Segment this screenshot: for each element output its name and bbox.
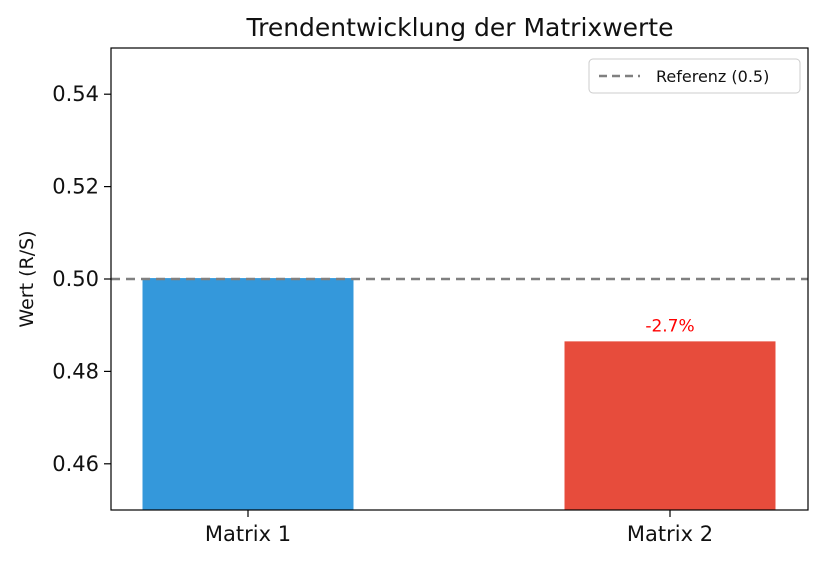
bar-matrix-1 bbox=[142, 278, 354, 510]
legend-reference-label: Referenz (0.5) bbox=[656, 67, 769, 86]
data-label: -2.7% bbox=[645, 316, 694, 336]
y-tick-label: 0.46 bbox=[52, 452, 99, 476]
bar-matrix-2 bbox=[564, 341, 776, 510]
y-tick-label: 0.52 bbox=[52, 175, 99, 199]
x-tick-label: Matrix 1 bbox=[205, 522, 291, 546]
y-tick-label: 0.54 bbox=[52, 82, 99, 106]
legend: Referenz (0.5) bbox=[588, 58, 801, 94]
chart-title: Trendentwicklung der Matrixwerte bbox=[246, 13, 674, 42]
y-tick-label: 0.50 bbox=[52, 267, 99, 291]
plot-area: 0.46 0.48 0.50 0.52 0.54 Matrix 1 Matrix 2 -2.7… bbox=[52, 82, 808, 546]
plot-frame bbox=[110, 47, 809, 511]
y-axis-label: Wert (R/S) bbox=[16, 230, 38, 327]
y-tick-label: 0.48 bbox=[52, 359, 99, 383]
x-tick-label: Matrix 2 bbox=[627, 522, 713, 546]
legend-box bbox=[588, 58, 801, 94]
